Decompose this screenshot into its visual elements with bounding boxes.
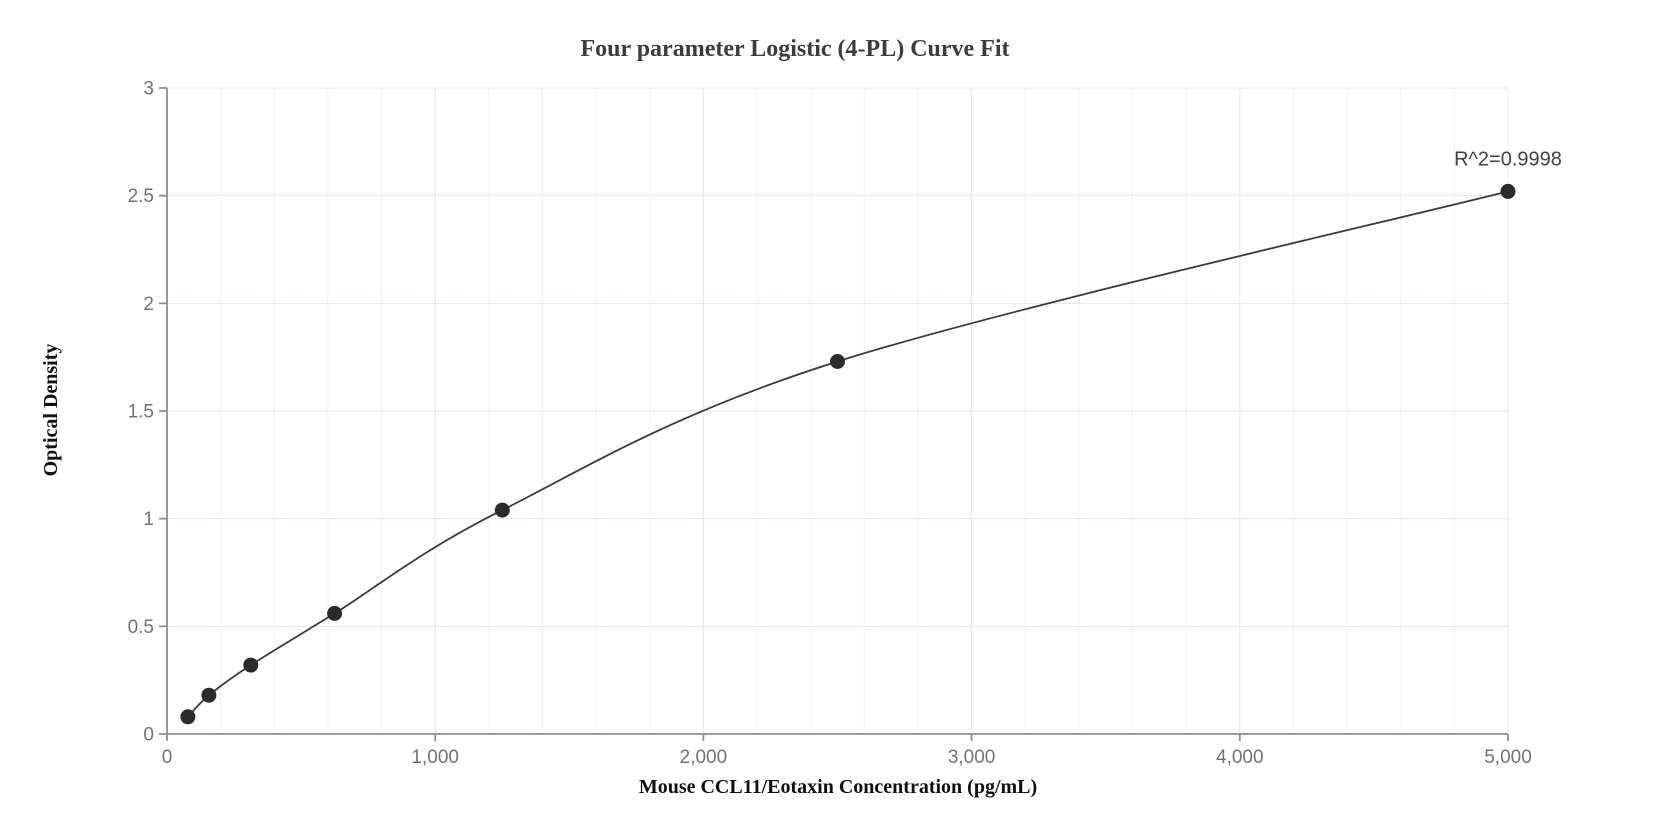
data-point — [327, 605, 343, 621]
x-tick-label: 1,000 — [411, 747, 459, 768]
y-tick-label: 2.5 — [128, 186, 154, 207]
data-point — [1500, 183, 1516, 199]
y-tick-label: 1 — [143, 509, 154, 530]
x-tick-label: 0 — [162, 747, 173, 768]
x-tick-label: 2,000 — [680, 747, 728, 768]
data-points — [180, 183, 1516, 725]
chart-title: Four parameter Logistic (4-PL) Curve Fit — [580, 36, 1009, 62]
y-tick-label: 1.5 — [128, 402, 154, 423]
y-tick-label: 3 — [143, 79, 154, 100]
x-tick-label: 5,000 — [1484, 747, 1532, 768]
y-axis-tick-labels: 0 0.5 1 1.5 2 2.5 3 — [128, 79, 154, 746]
x-tick-label: 3,000 — [948, 747, 996, 768]
y-axis-title: Optical Density — [40, 344, 62, 477]
x-tick-label: 4,000 — [1216, 747, 1264, 768]
y-tick-label: 2 — [143, 294, 154, 315]
fit-curve-line — [187, 190, 1509, 718]
data-point — [494, 502, 510, 518]
data-point — [180, 709, 196, 725]
r-squared-annotation: R^2=0.9998 — [1454, 148, 1562, 170]
axes — [159, 87, 1509, 741]
x-axis-tick-labels: 0 1,000 2,000 3,000 4,000 5,000 — [162, 747, 1532, 768]
data-point — [201, 687, 217, 703]
data-point — [243, 657, 259, 673]
y-tick-label: 0.5 — [128, 617, 154, 638]
y-tick-label: 0 — [143, 725, 154, 746]
data-point — [830, 354, 845, 369]
x-axis-title: Mouse CCL11/Eotaxin Concentration (pg/mL… — [639, 776, 1037, 798]
gridlines — [167, 87, 1509, 734]
